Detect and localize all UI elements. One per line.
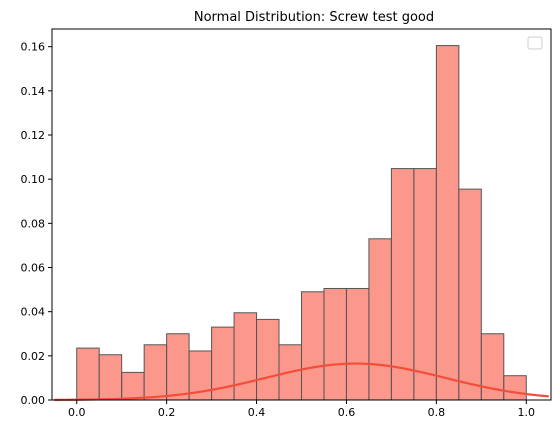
plot-frame (51, 28, 552, 401)
histogram-bar (143, 344, 168, 401)
histogram-bar (345, 287, 370, 401)
x-tick-label: 0.4 (248, 406, 266, 419)
x-tick-label: 0.0 (68, 406, 86, 419)
histogram-bar (390, 168, 415, 401)
y-tick-label: 0.02 (21, 350, 46, 363)
histogram-bar (413, 168, 437, 401)
x-tick-label: 0.6 (338, 406, 356, 419)
x-axis: 0.0 0.2 0.4 0.6 0.8 1.0 (68, 400, 535, 419)
legend-box (527, 36, 543, 50)
y-tick-label: 0.10 (21, 173, 46, 186)
y-tick-label: 0.14 (21, 85, 46, 98)
y-tick-label: 0.06 (21, 262, 46, 275)
y-tick-label: 0.04 (21, 306, 46, 319)
y-tick-label: 0.16 (21, 41, 46, 54)
chart-title: Normal Distribution: Screw test good (194, 10, 434, 25)
histogram-bar (503, 375, 527, 401)
histogram-bar (98, 354, 123, 401)
histogram-bar (166, 333, 190, 401)
y-tick-label: 0.08 (21, 217, 46, 230)
y-axis: 0.00 0.02 0.04 0.06 0.08 0.10 0.12 0.14 0.16 (21, 41, 52, 407)
x-tick-label: 1.0 (518, 406, 536, 419)
histogram-bar (435, 45, 460, 401)
histogram-bar (121, 371, 145, 401)
x-tick-label: 0.2 (158, 406, 176, 419)
histogram-bar (458, 188, 482, 401)
histogram-bars (76, 45, 527, 401)
histogram-bar (76, 347, 100, 401)
y-tick-label: 0.12 (21, 129, 46, 142)
histogram-bar (301, 291, 325, 401)
histogram-bar (368, 238, 392, 401)
histogram-bar (323, 287, 347, 401)
y-tick-label: 0.00 (21, 394, 46, 407)
normal-curve-line (54, 362, 549, 401)
histogram-bar (256, 318, 280, 401)
histogram-bar (233, 312, 258, 401)
x-tick-label: 0.8 (428, 406, 446, 419)
